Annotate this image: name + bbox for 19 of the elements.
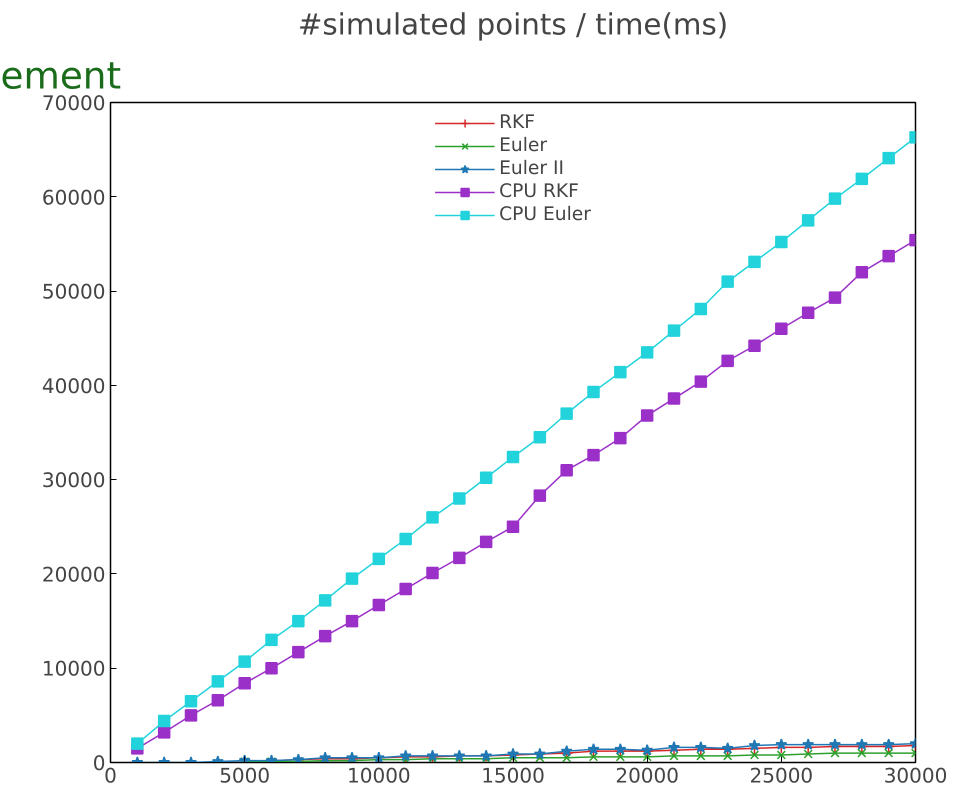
legend-label: CPU RKF — [499, 181, 579, 202]
x-tick-label: 30000 — [884, 764, 948, 788]
y-tick-label: 70000 — [42, 91, 106, 115]
y-tick-label: 40000 — [42, 374, 106, 398]
legend-label: RKF — [499, 112, 536, 133]
x-tick-label: 20000 — [615, 764, 679, 788]
y-tick-label: 60000 — [42, 185, 106, 210]
x-tick-label: 5000 — [219, 764, 270, 788]
x-tick-label: 25000 — [750, 764, 814, 788]
chart-title: #simulated points / time(ms) — [298, 8, 728, 42]
legend-label: Euler — [499, 135, 548, 156]
x-tick-label: 10000 — [347, 764, 411, 788]
y-tick-label: 50000 — [42, 280, 106, 304]
y-tick-label: 10000 — [42, 656, 106, 681]
y-tick-label: 30000 — [42, 468, 106, 492]
legend-label: Euler II — [499, 158, 564, 179]
legend-label: CPU Euler — [499, 204, 591, 225]
x-tick-label: 15000 — [481, 764, 545, 788]
y-tick-label: 20000 — [42, 562, 106, 586]
